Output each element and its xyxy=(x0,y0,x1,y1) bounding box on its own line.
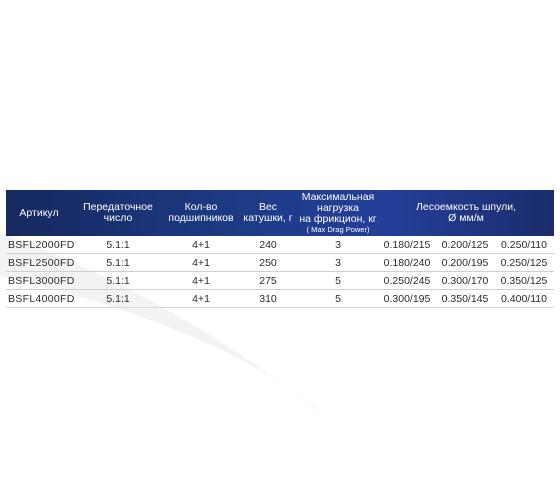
cell-drag: 3 xyxy=(298,236,378,254)
header-article-label: Артикул xyxy=(19,206,59,219)
header-gear-ratio-line1: Передаточное xyxy=(83,201,153,213)
cell-gear-ratio: 5.1:1 xyxy=(72,253,164,272)
table-row: BSFL4000FD 5.1:1 4+1 310 5 0.300/195 0.3… xyxy=(6,289,555,308)
cell-article: BSFL3000FD xyxy=(6,271,74,290)
cell-bearings: 4+1 xyxy=(164,253,238,272)
cell-gear-ratio: 5.1:1 xyxy=(72,289,164,308)
table-row: BSFL2500FD 5.1:1 4+1 250 3 0.180/240 0.2… xyxy=(6,253,555,272)
cell-capacity-2: 0.350/145 xyxy=(436,289,494,308)
header-article: Артикул xyxy=(6,190,72,236)
cell-article: BSFL2000FD xyxy=(6,236,74,254)
header-weight-line2: катушки, г xyxy=(243,212,293,224)
cell-capacity-3: 0.250/125 xyxy=(494,253,555,272)
header-drag-line2: нагрузка xyxy=(317,201,359,214)
cell-gear-ratio: 5.1:1 xyxy=(72,236,164,254)
cell-drag: 5 xyxy=(298,271,378,290)
header-weight: Вес катушки, г xyxy=(238,190,298,236)
cell-article: BSFL4000FD xyxy=(6,289,74,308)
cell-article: BSFL2500FD xyxy=(6,253,74,272)
cell-capacity-1: 0.180/215 xyxy=(378,236,436,254)
cell-drag: 5 xyxy=(298,289,378,308)
header-line-capacity: Лесоемкость шпули, Ø мм/м xyxy=(378,190,554,236)
header-weight-line1: Вес xyxy=(258,201,278,213)
cell-gear-ratio: 5.1:1 xyxy=(72,271,164,290)
table-row: BSFL3000FD 5.1:1 4+1 275 5 0.250/245 0.3… xyxy=(6,271,555,290)
spec-table: Артикул Передаточное число Кол-во подшип… xyxy=(6,190,555,308)
cell-bearings: 4+1 xyxy=(164,236,238,254)
cell-capacity-2: 0.200/125 xyxy=(436,236,494,254)
header-drag-line3: на фрикцион, кг xyxy=(299,212,377,225)
header-capacity-line1: Лесоемкость шпули, xyxy=(415,201,517,213)
header-drag: Максимальная нагрузка на фрикцион, кг ( … xyxy=(298,190,378,236)
cell-weight: 240 xyxy=(238,236,298,254)
cell-bearings: 4+1 xyxy=(164,289,238,308)
cell-capacity-3: 0.250/110 xyxy=(494,236,555,254)
header-capacity-line2: Ø мм/м xyxy=(448,212,484,224)
cell-weight: 250 xyxy=(238,253,298,272)
table-header-row: Артикул Передаточное число Кол-во подшип… xyxy=(6,190,555,236)
header-drag-line1: Максимальная xyxy=(301,190,375,203)
header-drag-subtitle: ( Max Drag Power) xyxy=(306,224,370,234)
table-row: BSFL2000FD 5.1:1 4+1 240 3 0.180/215 0.2… xyxy=(6,236,555,254)
header-bearings-line1: Кол-во xyxy=(184,201,218,213)
cell-weight: 275 xyxy=(238,271,298,290)
cell-capacity-2: 0.200/195 xyxy=(436,253,494,272)
cell-capacity-2: 0.300/170 xyxy=(436,271,494,290)
cell-capacity-1: 0.180/240 xyxy=(378,253,436,272)
cell-capacity-3: 0.400/110 xyxy=(494,289,555,308)
cell-capacity-1: 0.250/245 xyxy=(378,271,436,290)
cell-capacity-1: 0.300/195 xyxy=(378,289,436,308)
header-bearings: Кол-во подшипников xyxy=(164,190,238,236)
cell-drag: 3 xyxy=(298,253,378,272)
header-gear-ratio: Передаточное число xyxy=(72,190,164,236)
header-bearings-line2: подшипников xyxy=(168,212,234,224)
cell-weight: 310 xyxy=(238,289,298,308)
cell-bearings: 4+1 xyxy=(164,271,238,290)
cell-capacity-3: 0.350/125 xyxy=(494,271,555,290)
header-gear-ratio-line2: число xyxy=(103,212,133,224)
